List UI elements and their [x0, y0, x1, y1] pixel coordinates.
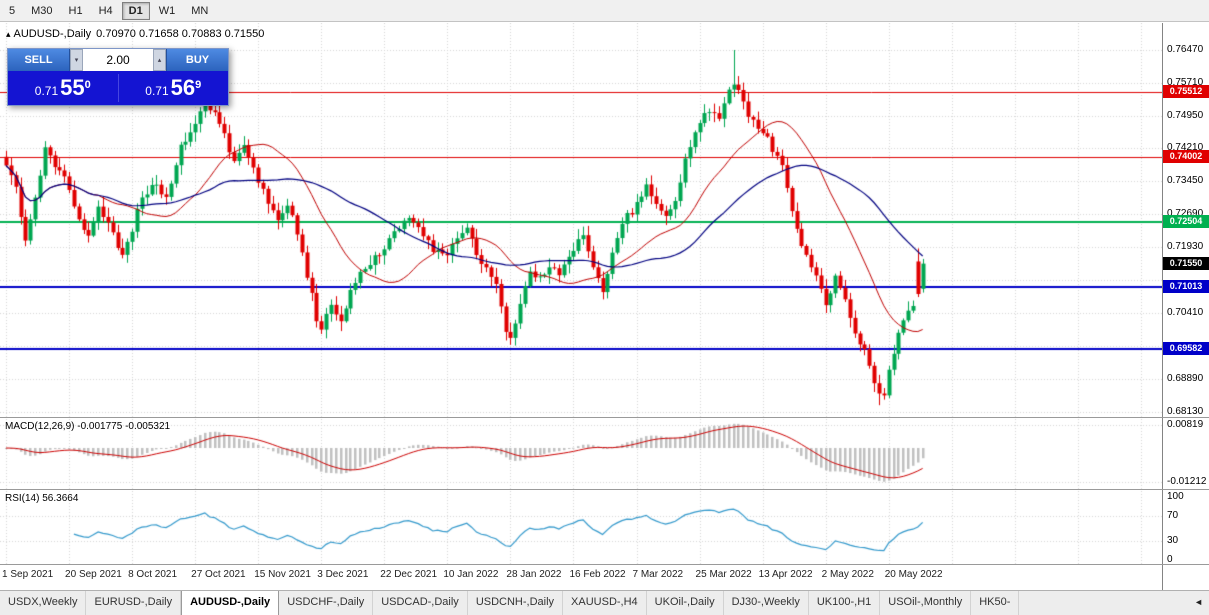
chart-tab-dj30-weekly[interactable]: DJ30-,Weekly — [724, 591, 809, 615]
chart-ohlc-values: 0.70970 0.71658 0.70883 0.71550 — [96, 28, 265, 40]
timeframe-button-w1[interactable]: W1 — [152, 2, 183, 20]
chart-tab-usdchf-daily[interactable]: USDCHF-,Daily — [279, 591, 374, 615]
sell-price-pip: 0 — [84, 79, 91, 91]
timeframe-button-mn[interactable]: MN — [184, 2, 215, 20]
rsi-axis-tick: 100 — [1167, 491, 1184, 502]
price-axis-tick: 0.68890 — [1167, 373, 1204, 385]
date-axis-label: 15 Nov 2021 — [254, 569, 311, 580]
chart-tab-hk50[interactable]: HK50- — [971, 591, 1020, 615]
price-axis-tick: 0.75710 — [1167, 76, 1204, 88]
chart-header: ▴ AUDUSD-,Daily 0.70970 0.71658 0.70883 0.… — [6, 28, 264, 40]
date-axis-label: 1 Sep 2021 — [2, 569, 54, 580]
volume-decrease-button[interactable]: ▾ — [70, 49, 83, 71]
chart-tab-ukoil-daily[interactable]: UKOil-,Daily — [647, 591, 724, 615]
date-axis-label: 8 Oct 2021 — [128, 569, 178, 580]
price-axis-tick: 0.76470 — [1167, 44, 1204, 55]
panel-separator[interactable] — [0, 489, 1209, 490]
panel-separator[interactable] — [0, 564, 1209, 565]
date-axis-label: 3 Dec 2021 — [317, 569, 369, 580]
one-click-collapse-icon[interactable]: ▴ — [6, 29, 11, 39]
rsi-axis-tick: 30 — [1167, 535, 1179, 547]
chart-tab-bar: USDX,Weekly EURUSD-,Daily AUDUSD-,Daily USD… — [0, 590, 1209, 615]
chart-region: ▴ AUDUSD-,Daily 0.70970 0.71658 0.70883 0.… — [0, 23, 1209, 590]
price-axis-tick: 0.72690 — [1167, 208, 1204, 220]
one-click-trade-widget: SELL ▾ 2.00 ▴ BUY 0.71550 0.71569 — [7, 48, 229, 106]
buy-price-prefix: 0.71 — [145, 84, 169, 98]
chart-tab-uk100-h1[interactable]: UK100-,H1 — [809, 591, 881, 615]
tab-scroll-left-icon[interactable]: ◄ — [1194, 597, 1203, 607]
price-axis-tick: 0.73450 — [1167, 175, 1204, 187]
price-axis-tick: 0.68130 — [1167, 406, 1204, 418]
price-divider — [117, 74, 119, 102]
rsi-axis-tick: 70 — [1167, 509, 1179, 521]
chart-tab-eurusd-daily[interactable]: EURUSD-,Daily — [86, 591, 182, 615]
timeframe-button-5[interactable]: 5 — [2, 2, 22, 20]
timeframe-button-h4[interactable]: H4 — [92, 2, 120, 20]
trade-prices-row: 0.71550 0.71569 — [8, 71, 228, 105]
timeframe-button-d1[interactable]: D1 — [121, 1, 150, 20]
axis-separator-line — [1162, 23, 1163, 590]
date-axis-label: 25 Mar 2022 — [695, 569, 752, 580]
rsi-indicator-label: RSI(14) 56.3664 — [5, 493, 79, 504]
panel-separator[interactable] — [0, 417, 1209, 418]
date-axis-label: 16 Feb 2022 — [569, 569, 626, 580]
sell-price-main: 55 — [60, 75, 85, 100]
chart-tab-audusd-daily[interactable]: AUDUSD-,Daily — [181, 591, 280, 615]
price-axis-tick: 0.71930 — [1167, 241, 1204, 253]
price-level-badge: 0.69582 — [1163, 342, 1209, 356]
price-chart-canvas[interactable] — [0, 23, 1162, 564]
sell-button[interactable]: SELL — [8, 49, 70, 71]
volume-control: ▾ 2.00 ▴ — [70, 49, 166, 71]
price-axis-tick: 0.70410 — [1167, 307, 1204, 319]
chart-tab-xauusd-h4[interactable]: XAUUSD-,H4 — [563, 591, 647, 615]
sell-price-prefix: 0.71 — [34, 84, 59, 98]
chart-tab-usdcnh-daily[interactable]: USDCNH-,Daily — [468, 591, 564, 615]
price-axis-tick: 0.74210 — [1167, 142, 1204, 154]
sell-price-display[interactable]: 0.71550 — [8, 75, 118, 101]
buy-button[interactable]: BUY — [166, 49, 228, 71]
volume-input[interactable]: 2.00 — [83, 49, 153, 71]
volume-increase-button[interactable]: ▴ — [153, 49, 166, 71]
price-level-badge: 0.72504 — [1163, 215, 1209, 229]
price-axis[interactable]: 0.76470 0.75710 0.74950 0.74210 0.73450 0.726… — [1163, 23, 1209, 565]
date-axis-label: 20 May 2022 — [884, 569, 943, 580]
timeframe-button-m30[interactable]: M30 — [24, 2, 59, 20]
buy-price-pip: 9 — [195, 79, 202, 91]
date-axis-label: 10 Jan 2022 — [443, 569, 499, 580]
date-axis-label: 20 Sep 2021 — [65, 569, 122, 580]
price-level-badge: 0.71013 — [1163, 279, 1209, 293]
date-axis-label: 13 Apr 2022 — [758, 569, 813, 580]
rsi-axis-tick: 0 — [1167, 554, 1173, 565]
price-axis-tick: 0.74950 — [1167, 109, 1204, 121]
date-axis-label: 28 Jan 2022 — [506, 569, 562, 580]
macd-axis-tick: 0.00819 — [1167, 419, 1204, 431]
buy-price-display[interactable]: 0.71569 — [119, 75, 229, 101]
timeframe-toolbar: 5 M30 H1 H4 D1 W1 MN — [0, 0, 1209, 22]
trade-controls-row: SELL ▾ 2.00 ▴ BUY — [8, 49, 228, 71]
date-axis-label: 22 Dec 2021 — [380, 569, 438, 580]
chart-tab-usdx-weekly[interactable]: USDX,Weekly — [0, 591, 87, 615]
timeframe-button-h1[interactable]: H1 — [62, 2, 90, 20]
macd-indicator-label: MACD(12,26,9) -0.001775 -0.005321 — [5, 421, 171, 432]
chart-tab-usoil-monthly[interactable]: USOil-,Monthly — [880, 591, 972, 615]
date-axis-label: 2 May 2022 — [821, 569, 874, 580]
date-axis-label: 27 Oct 2021 — [191, 569, 246, 580]
price-level-badge: 0.74002 — [1163, 150, 1209, 164]
price-level-badge: 0.75512 — [1163, 84, 1209, 98]
date-axis-label: 7 Mar 2022 — [632, 569, 684, 580]
chart-symbol-period: AUDUSD-,Daily — [13, 28, 92, 40]
date-axis[interactable]: 1 Sep 2021 20 Sep 2021 8 Oct 2021 27 Oct 20… — [0, 565, 1209, 590]
current-price-badge: 0.71550 — [1163, 256, 1209, 270]
chart-tab-usdcad-daily[interactable]: USDCAD-,Daily — [373, 591, 468, 615]
buy-price-main: 56 — [170, 75, 196, 100]
macd-axis-tick: -0.01212 — [1167, 476, 1207, 487]
